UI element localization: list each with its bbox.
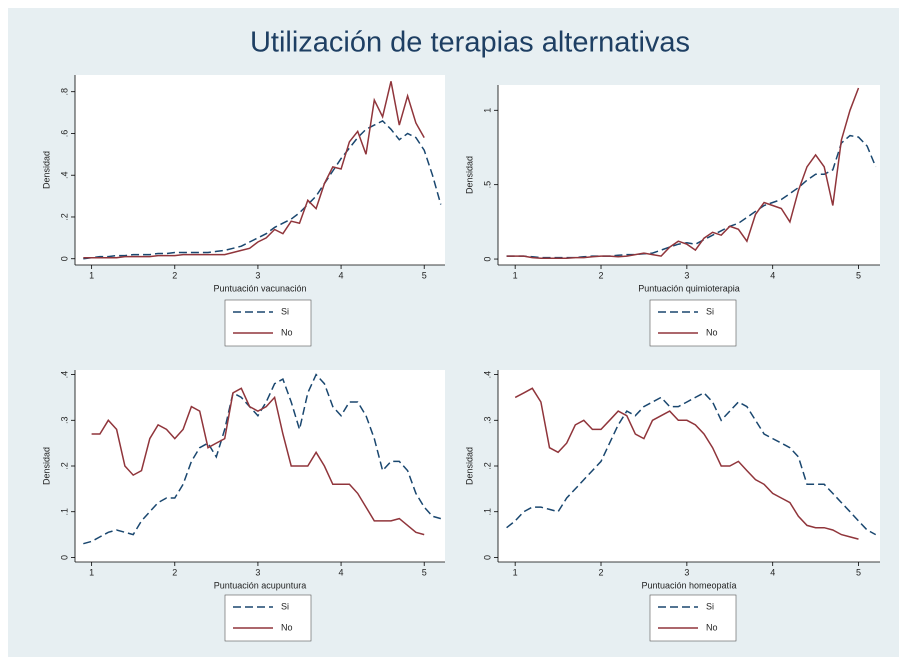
y-axis-label: Densidad xyxy=(464,447,474,485)
x-tick-label: 1 xyxy=(89,270,94,280)
x-tick-label: 1 xyxy=(513,270,518,280)
x-tick-label: 4 xyxy=(770,567,775,577)
y-tick-label: .8 xyxy=(59,88,69,96)
y-tick-label: .1 xyxy=(482,508,492,516)
legend-label: No xyxy=(706,622,718,632)
x-axis-label: Puntuación acupuntura xyxy=(214,580,307,590)
y-tick-label: .1 xyxy=(59,508,69,516)
y-tick-label: .5 xyxy=(482,181,492,189)
x-axis-label: Puntuación quimioterapia xyxy=(638,283,740,293)
x-tick-label: 5 xyxy=(856,270,861,280)
y-tick-label: .2 xyxy=(59,213,69,221)
legend-box xyxy=(224,299,312,347)
series-line xyxy=(506,391,877,536)
y-tick-label: .6 xyxy=(59,130,69,138)
x-tick-label: 3 xyxy=(255,567,260,577)
series-line xyxy=(506,87,860,260)
y-tick-label: .4 xyxy=(59,171,69,179)
x-tick-label: 5 xyxy=(422,270,427,280)
legend-label: Si xyxy=(706,306,714,316)
legend-box xyxy=(649,594,737,642)
x-tick-label: 1 xyxy=(513,567,518,577)
legend-box xyxy=(224,594,312,642)
x-tick-label: 1 xyxy=(89,567,94,577)
legend-label: Si xyxy=(281,306,289,316)
x-tick-label: 4 xyxy=(770,270,775,280)
y-tick-label: 1 xyxy=(482,108,492,113)
x-tick-label: 2 xyxy=(172,567,177,577)
series-line xyxy=(83,119,442,260)
y-tick-label: .2 xyxy=(482,462,492,470)
x-tick-label: 3 xyxy=(684,270,689,280)
x-tick-label: 5 xyxy=(856,567,861,577)
y-axis-label: Densidad xyxy=(41,447,51,485)
y-tick-label: 0 xyxy=(59,256,69,261)
legend-label: No xyxy=(281,622,293,632)
figure-title: Utilización de terapias alternativas xyxy=(250,27,690,59)
y-tick-label: 0 xyxy=(482,257,492,262)
x-tick-label: 4 xyxy=(339,270,344,280)
y-axis-label: Densidad xyxy=(464,156,474,194)
series-line xyxy=(83,81,425,259)
plot-area xyxy=(75,75,445,265)
y-axis-label: Densidad xyxy=(41,151,51,189)
legend-label: No xyxy=(281,327,293,337)
x-tick-label: 2 xyxy=(599,567,604,577)
plot-area xyxy=(498,370,880,562)
series-line xyxy=(91,387,425,536)
x-tick-label: 2 xyxy=(172,270,177,280)
legend-label: Si xyxy=(281,601,289,611)
legend-box xyxy=(649,299,737,347)
series-line xyxy=(514,387,859,540)
y-tick-label: .4 xyxy=(482,371,492,379)
y-tick-label: .2 xyxy=(59,462,69,470)
y-tick-label: 0 xyxy=(59,555,69,560)
x-axis-label: Puntuación homeopatía xyxy=(641,580,736,590)
y-tick-label: .3 xyxy=(482,417,492,425)
legend-label: Si xyxy=(706,601,714,611)
legend-label: No xyxy=(706,327,718,337)
y-tick-label: .4 xyxy=(59,371,69,379)
y-tick-label: 0 xyxy=(482,555,492,560)
x-tick-label: 3 xyxy=(255,270,260,280)
y-tick-label: .3 xyxy=(59,417,69,425)
x-tick-label: 5 xyxy=(422,567,427,577)
x-tick-label: 2 xyxy=(599,270,604,280)
x-axis-label: Puntuación vacunación xyxy=(213,283,306,293)
x-tick-label: 4 xyxy=(339,567,344,577)
x-tick-label: 3 xyxy=(684,567,689,577)
plot-area xyxy=(75,370,445,562)
